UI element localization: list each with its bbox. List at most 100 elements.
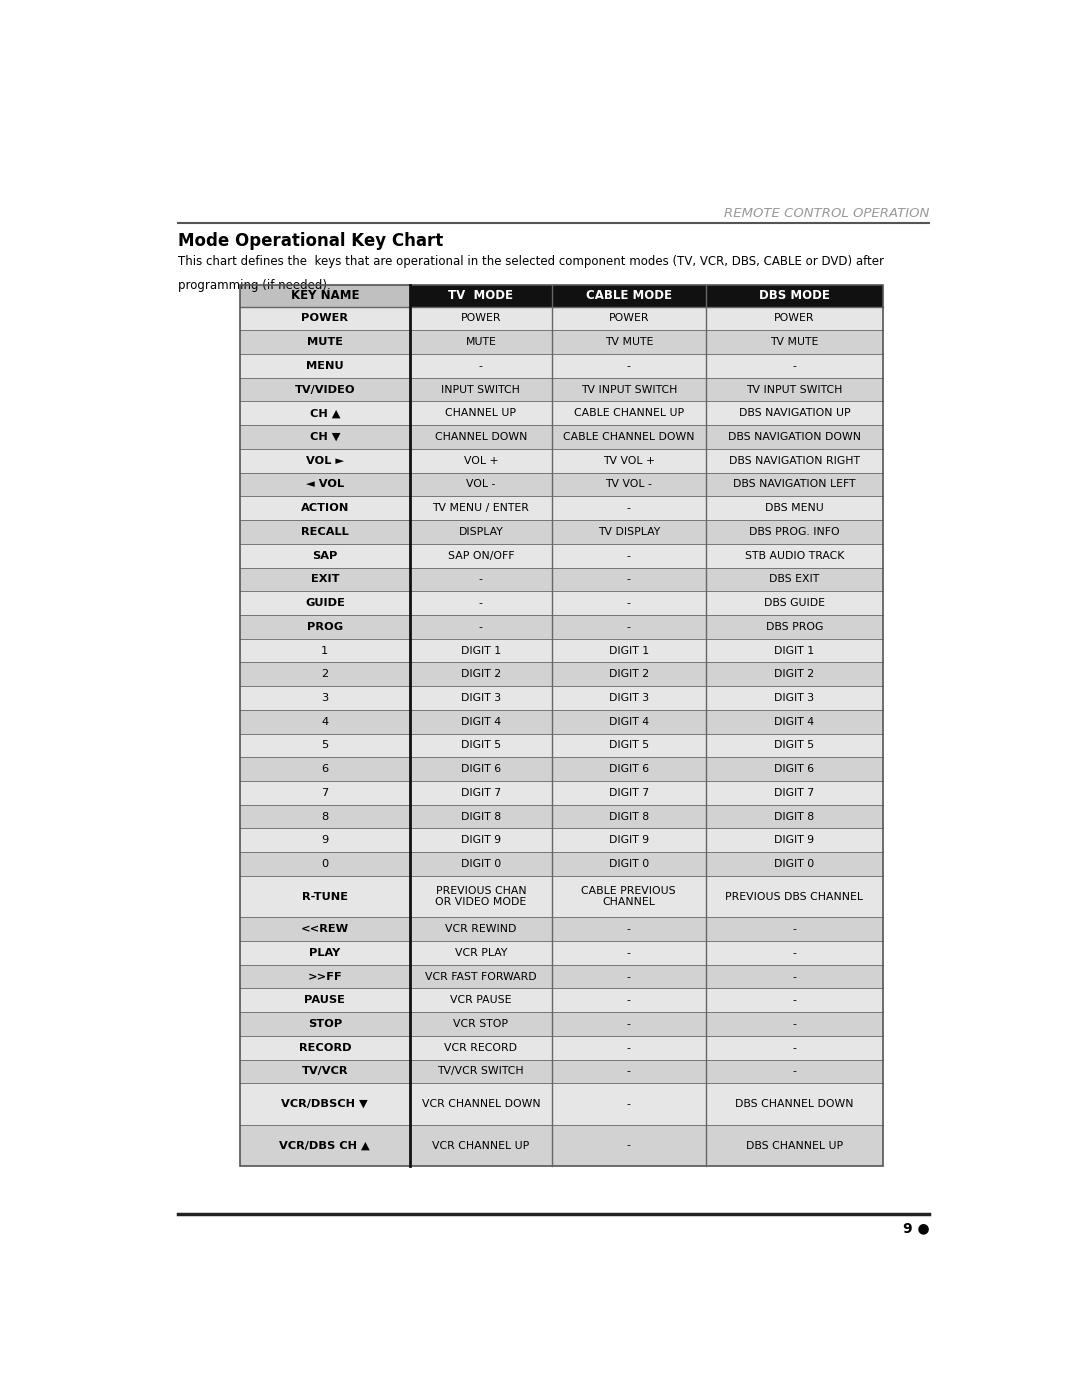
Text: -: - [626,995,631,1006]
Bar [240,942,410,965]
Bar [240,472,410,496]
Text: VCR/DBS CH ▲: VCR/DBS CH ▲ [280,1140,370,1151]
Text: PREVIOUS CHAN
OR VIDEO MODE: PREVIOUS CHAN OR VIDEO MODE [435,886,526,907]
Text: DBS PROG. INFO: DBS PROG. INFO [750,527,840,536]
Text: programming (if needed).: programming (if needed). [177,278,330,292]
Text: -: - [626,925,631,935]
Text: VCR PLAY: VCR PLAY [455,949,507,958]
Text: -: - [793,971,796,982]
Bar [552,1125,706,1166]
Text: -: - [626,550,631,560]
Text: DIGIT 4: DIGIT 4 [774,717,814,726]
Text: CABLE PREVIOUS
CHANNEL: CABLE PREVIOUS CHANNEL [581,886,676,907]
Bar [706,425,882,448]
Text: 4: 4 [321,717,328,726]
Text: DIGIT 8: DIGIT 8 [461,812,501,821]
Bar [240,353,410,377]
Text: DBS PROG: DBS PROG [766,622,823,631]
Text: VCR FAST FORWARD: VCR FAST FORWARD [426,971,537,982]
Bar [552,662,706,686]
Bar [410,1083,552,1125]
Text: VOL +: VOL + [463,455,498,465]
Text: 9 ●: 9 ● [903,1222,930,1236]
Bar [410,591,552,615]
Text: TV INPUT SWITCH: TV INPUT SWITCH [746,384,842,394]
Bar [410,852,552,876]
Bar [240,285,410,306]
Bar [706,852,882,876]
Text: PLAY: PLAY [309,949,340,958]
Bar [240,1013,410,1037]
Text: <<REW: <<REW [301,925,349,935]
Bar [706,520,882,543]
Bar [240,757,410,781]
Bar [240,425,410,448]
Bar [410,662,552,686]
Text: -: - [793,995,796,1006]
Text: DBS CHANNEL DOWN: DBS CHANNEL DOWN [735,1099,853,1109]
Text: DIGIT 3: DIGIT 3 [461,693,501,703]
Text: >>FF: >>FF [308,971,342,982]
Text: DBS NAVIGATION DOWN: DBS NAVIGATION DOWN [728,432,861,441]
Bar [240,828,410,852]
Text: MENU: MENU [306,360,343,372]
Text: DBS CHANNEL UP: DBS CHANNEL UP [746,1140,843,1151]
Text: -: - [793,1018,796,1030]
Text: VCR CHANNEL UP: VCR CHANNEL UP [432,1140,529,1151]
Text: VCR STOP: VCR STOP [454,1018,509,1030]
Bar [552,638,706,662]
Text: EXIT: EXIT [311,574,339,584]
Text: -: - [626,574,631,584]
Bar [552,686,706,710]
Text: -: - [626,1018,631,1030]
Text: DIGIT 1: DIGIT 1 [774,645,814,655]
Bar [410,401,552,425]
Bar [706,543,882,567]
Text: DIGIT 3: DIGIT 3 [609,693,649,703]
Bar [706,942,882,965]
Bar [410,425,552,448]
Bar [552,567,706,591]
Text: CABLE MODE: CABLE MODE [585,289,672,302]
Text: -: - [793,925,796,935]
Text: STB AUDIO TRACK: STB AUDIO TRACK [745,550,845,560]
Bar [240,1125,410,1166]
Text: -: - [478,622,483,631]
Text: R-TUNE: R-TUNE [301,891,348,901]
Text: VCR PAUSE: VCR PAUSE [450,995,512,1006]
Bar [410,781,552,805]
Bar [706,1083,882,1125]
Text: TV/VCR SWITCH: TV/VCR SWITCH [437,1066,524,1077]
Text: DIGIT 7: DIGIT 7 [609,788,649,798]
Text: DIGIT 5: DIGIT 5 [774,740,814,750]
Text: DBS NAVIGATION UP: DBS NAVIGATION UP [739,408,850,418]
Text: CH ▼: CH ▼ [310,432,340,441]
Text: INPUT SWITCH: INPUT SWITCH [442,384,521,394]
Bar [552,377,706,401]
Bar [706,781,882,805]
Bar [552,1083,706,1125]
Text: SAP ON/OFF: SAP ON/OFF [447,550,514,560]
Text: -: - [478,598,483,608]
Bar [240,543,410,567]
Bar [552,285,706,306]
Text: DIGIT 6: DIGIT 6 [609,764,649,774]
Bar [706,918,882,942]
Text: DIGIT 0: DIGIT 0 [609,859,649,869]
Bar [240,852,410,876]
Bar [552,965,706,989]
Bar [706,353,882,377]
Text: TV MUTE: TV MUTE [605,337,653,348]
Bar [410,1059,552,1083]
Bar [240,448,410,472]
Bar [706,285,882,306]
Text: 2: 2 [321,669,328,679]
Text: DIGIT 2: DIGIT 2 [774,669,814,679]
Text: -: - [793,1066,796,1077]
Text: CHANNEL UP: CHANNEL UP [445,408,516,418]
Text: VCR REWIND: VCR REWIND [445,925,516,935]
Bar [240,1059,410,1083]
Bar [706,615,882,638]
Bar [240,285,882,1166]
Text: DBS GUIDE: DBS GUIDE [764,598,825,608]
